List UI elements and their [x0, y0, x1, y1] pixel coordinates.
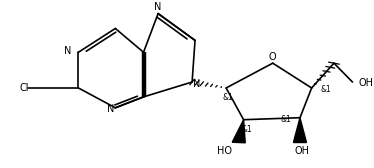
Text: N: N [154, 2, 162, 12]
Text: &1: &1 [321, 85, 331, 94]
Text: N: N [64, 46, 71, 56]
Text: &1: &1 [223, 93, 233, 102]
Text: &1: &1 [242, 125, 252, 134]
Text: OH: OH [294, 146, 309, 156]
Text: N: N [107, 104, 115, 114]
Text: &1: &1 [281, 115, 291, 123]
Text: N: N [193, 79, 200, 89]
Polygon shape [294, 118, 307, 142]
Text: OH: OH [359, 78, 374, 88]
Text: HO: HO [217, 146, 232, 156]
Text: O: O [269, 52, 276, 62]
Polygon shape [232, 120, 245, 143]
Text: Cl: Cl [19, 83, 29, 93]
